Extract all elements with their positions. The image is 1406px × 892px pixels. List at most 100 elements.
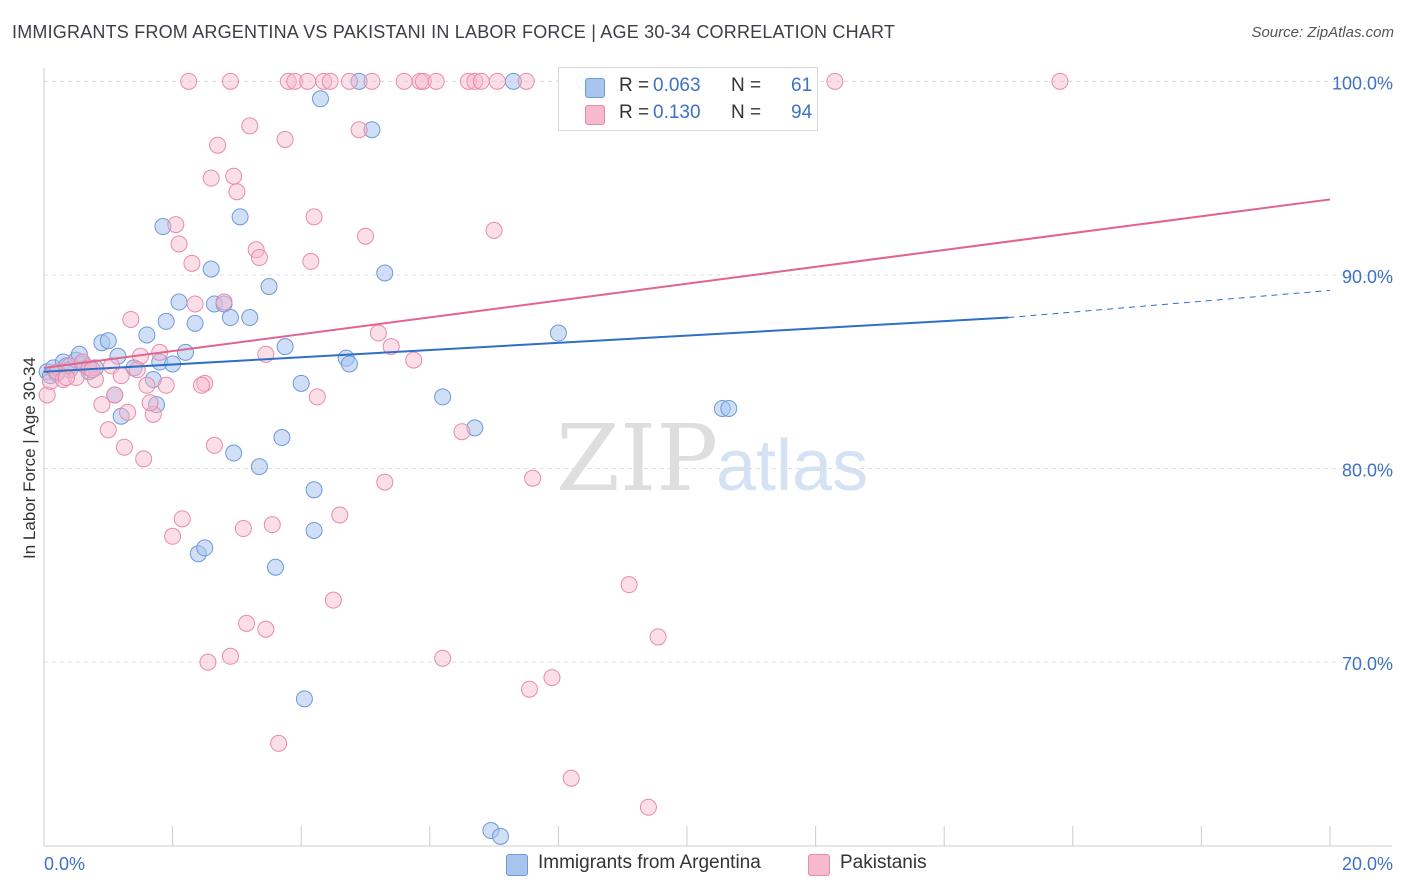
point-pakistani <box>167 216 185 234</box>
point-pakistani <box>106 386 124 404</box>
chart-title: IMMIGRANTS FROM ARGENTINA VS PAKISTANI I… <box>12 22 896 42</box>
point-pakistani <box>382 338 400 356</box>
point-pakistani <box>138 376 156 394</box>
point-pakistani <box>472 72 490 90</box>
point-argentina <box>434 388 452 406</box>
legend-n-label: N = <box>731 75 762 96</box>
point-pakistani <box>225 167 243 185</box>
grid-lines <box>44 80 1390 663</box>
point-pakistani <box>238 614 256 632</box>
point-pakistani <box>241 117 259 135</box>
point-argentina <box>292 374 310 392</box>
point-argentina <box>266 558 284 576</box>
bottom-legend-swatch-pakistani <box>808 854 830 876</box>
point-pakistani <box>405 351 423 369</box>
point-pakistani <box>41 372 59 390</box>
trend-line-argentina <box>43 316 1009 373</box>
bottom-legend-label-pakistani: Pakistanis <box>840 852 927 873</box>
trend-lines <box>43 198 1331 373</box>
point-pakistani <box>122 310 140 328</box>
point-pakistani <box>93 396 111 414</box>
point-pakistani <box>279 72 297 90</box>
point-pakistani <box>466 72 484 90</box>
point-argentina <box>186 314 204 332</box>
legend-r-value: 0.063 <box>653 75 701 96</box>
point-argentina <box>221 309 239 327</box>
tick-labels: 70.0% 80.0% 90.0% 100.0% 0.0% 20.0% <box>44 73 1393 874</box>
point-pakistani <box>485 221 503 239</box>
trend-line-argentina-dashed <box>1008 289 1331 319</box>
legend-r-label: R = <box>619 102 650 123</box>
point-argentina <box>492 827 510 845</box>
point-pakistani <box>321 72 339 90</box>
legend-n-value: 94 <box>791 102 813 123</box>
trend-line-pakistani <box>43 198 1331 369</box>
correlation-legend: R = 0.063 N = 61 R = 0.130 N = 94 <box>558 67 818 131</box>
point-pakistani <box>276 130 294 148</box>
point-argentina <box>260 278 278 296</box>
point-pakistani <box>228 183 246 201</box>
point-argentina <box>157 312 175 330</box>
point-pakistani <box>234 520 252 538</box>
point-pakistani <box>128 361 146 379</box>
point-pakistani <box>324 591 342 609</box>
point-pakistani <box>215 293 233 311</box>
point-argentina <box>99 332 117 350</box>
x-tick-label: 20.0% <box>1342 854 1393 874</box>
point-pakistani <box>363 72 381 90</box>
axes <box>43 68 1392 847</box>
point-pakistani <box>427 72 445 90</box>
point-pakistani <box>520 680 538 698</box>
series-pakistani-points <box>38 72 1069 816</box>
legend-swatch-pakistani <box>585 105 605 125</box>
bottom-legend-label-argentina: Immigrants from Argentina <box>538 852 761 873</box>
legend-n-value: 61 <box>791 75 813 96</box>
point-pakistani <box>826 72 844 90</box>
point-argentina <box>305 521 323 539</box>
x-tick-label: 0.0% <box>44 854 85 874</box>
point-pakistani <box>302 252 320 270</box>
point-pakistani <box>115 438 133 456</box>
point-pakistani <box>543 669 561 687</box>
point-pakistani <box>649 628 667 646</box>
point-pakistani <box>350 121 368 139</box>
point-pakistani <box>257 620 275 638</box>
point-argentina <box>295 690 313 708</box>
point-pakistani <box>308 388 326 406</box>
point-argentina <box>231 208 249 226</box>
point-pakistani <box>639 798 657 816</box>
point-pakistani <box>221 647 239 665</box>
point-pakistani <box>250 249 268 267</box>
point-argentina <box>225 444 243 462</box>
point-argentina <box>720 400 738 418</box>
point-pakistani <box>119 403 137 421</box>
point-pakistani <box>562 769 580 787</box>
point-pakistani <box>299 72 317 90</box>
point-argentina <box>138 326 156 344</box>
point-pakistani <box>86 370 104 388</box>
y-tick-label: 100.0% <box>1332 73 1393 93</box>
point-pakistani <box>376 473 394 491</box>
bottom-legend-swatch-argentina <box>506 854 528 876</box>
point-argentina <box>305 481 323 499</box>
point-pakistani <box>263 516 281 534</box>
source-label: Source: ZipAtlas.com <box>1251 24 1394 41</box>
point-pakistani <box>357 227 374 245</box>
watermark-atlas: atlas <box>716 426 868 506</box>
point-argentina <box>350 72 368 90</box>
point-pakistani <box>112 367 130 385</box>
point-pakistani <box>286 72 304 90</box>
legend-r-value: 0.130 <box>653 102 701 123</box>
point-pakistani <box>186 295 204 313</box>
point-pakistani <box>221 72 239 90</box>
legend-n-label: N = <box>731 102 762 123</box>
point-pakistani <box>459 72 477 90</box>
point-pakistani <box>180 72 198 90</box>
point-pakistani <box>202 169 220 187</box>
point-pakistani <box>58 369 76 387</box>
point-pakistani <box>141 394 159 412</box>
point-argentina <box>363 121 381 139</box>
point-pakistani <box>524 469 542 487</box>
point-argentina <box>148 396 166 414</box>
